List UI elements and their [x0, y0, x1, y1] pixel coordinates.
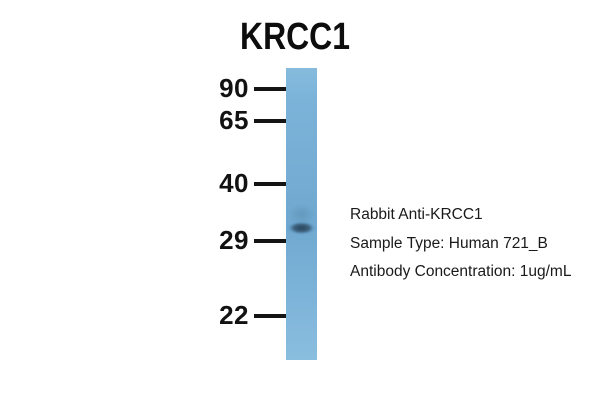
annotation-block: Rabbit Anti-KRCC1 Sample Type: Human 721… [350, 201, 571, 287]
marker-label: 40 [219, 168, 249, 198]
marker-label: 22 [219, 300, 249, 330]
marker-label: 90 [219, 73, 249, 103]
mw-marker-65: 65 [192, 107, 286, 133]
blot-lane [286, 68, 317, 360]
mw-marker-90: 90 [192, 75, 286, 101]
marker-tick [254, 182, 286, 186]
annotation-antibody: Rabbit Anti-KRCC1 [350, 206, 483, 223]
marker-tick [254, 314, 286, 318]
mw-marker-40: 40 [192, 170, 286, 196]
mw-marker-29: 29 [192, 227, 286, 253]
marker-label: 29 [219, 225, 249, 255]
mw-marker-22: 22 [192, 302, 286, 328]
figure-title: KRCC1 [240, 16, 350, 58]
annotation-concentration: Antibody Concentration: 1ug/mL [350, 263, 572, 281]
annotation-sample-type: Sample Type: Human 721_B [350, 234, 548, 252]
marker-tick [254, 119, 286, 123]
marker-tick [254, 87, 286, 91]
protein-band [284, 216, 319, 240]
marker-tick [254, 239, 286, 243]
marker-label: 65 [219, 105, 249, 135]
